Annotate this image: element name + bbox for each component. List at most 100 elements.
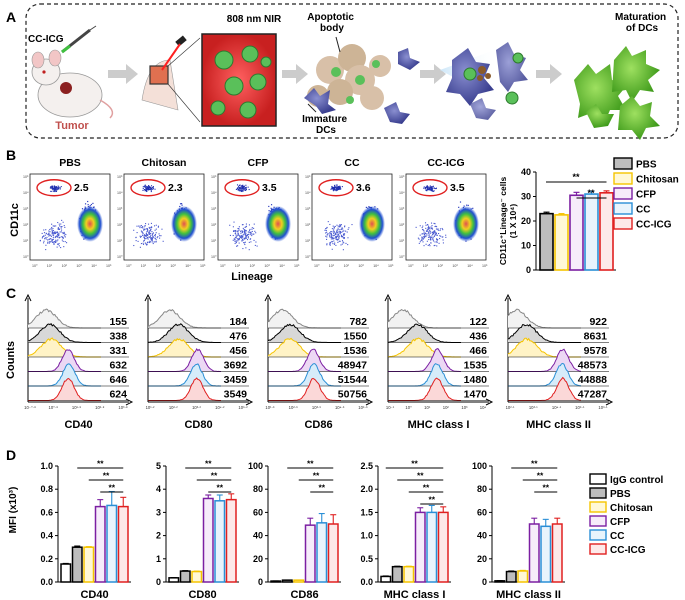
event-dot <box>427 236 430 238</box>
event-dot <box>241 237 243 239</box>
bar <box>179 570 191 583</box>
event-dot <box>245 187 247 189</box>
gate-ellipse <box>130 179 166 197</box>
event-dot <box>239 235 241 237</box>
event-dot <box>335 238 337 240</box>
event-dot <box>139 236 142 238</box>
event-dot <box>245 234 247 236</box>
axis-tick-label: 10³ <box>211 207 217 211</box>
mfi-value: 48947 <box>338 360 367 372</box>
event-dot <box>147 235 149 237</box>
axis-tick-label: 10² <box>211 223 217 227</box>
event-dot <box>143 239 145 242</box>
event-dot <box>339 185 341 187</box>
axis-tick-label: 10⁰ <box>305 255 311 259</box>
mfi-chart-xlabel: CD40 <box>80 589 108 600</box>
axis-tick-label: 10²·¹ <box>506 405 515 410</box>
event-dot <box>145 236 147 238</box>
axis-tick-label: 10¹·² <box>146 405 155 410</box>
event-dot <box>142 225 144 228</box>
event-dot <box>240 187 242 189</box>
event-dot <box>234 230 236 232</box>
axis-tick-label: 10²·⁶ <box>289 405 298 410</box>
event-dot <box>425 230 427 232</box>
event-dot <box>147 188 149 190</box>
axis-tick-label: 10⁰ <box>32 264 38 268</box>
event-dot <box>329 232 331 234</box>
event-dot <box>158 233 160 235</box>
bar <box>327 523 339 583</box>
event-dot <box>144 190 146 192</box>
event-dot <box>244 226 246 228</box>
event-dot <box>254 230 256 232</box>
event-dot <box>424 188 426 190</box>
event-dot <box>329 234 331 236</box>
y-tick-label: 40 <box>477 531 487 541</box>
event-dot <box>54 190 56 192</box>
event-dot <box>248 249 250 251</box>
event-dot <box>148 233 150 235</box>
event-dot <box>151 238 153 240</box>
axis-tick-label: 10⁵ <box>482 264 488 268</box>
event-dot <box>57 228 59 230</box>
event-dot <box>431 227 433 229</box>
event-dot <box>53 190 55 193</box>
event-dot <box>135 237 137 239</box>
significance-label: ** <box>211 471 218 481</box>
event-dot <box>63 225 65 227</box>
event-dot <box>44 238 46 240</box>
event-dot <box>325 235 327 237</box>
event-dot <box>229 224 231 226</box>
significance-label: ** <box>205 459 212 469</box>
histogram-fill <box>388 378 461 401</box>
event-dot <box>253 239 255 241</box>
event-dot <box>45 244 47 246</box>
histogram-fill <box>148 338 221 357</box>
event-dot <box>145 243 147 245</box>
event-dot <box>146 243 148 245</box>
event-dot <box>54 241 56 243</box>
gate-ellipse <box>412 179 448 197</box>
legend-label: Chitosan <box>610 503 653 514</box>
cd11c-axis-label: CD11c <box>9 203 21 237</box>
event-dot <box>57 228 59 231</box>
density-hotspot <box>265 205 291 242</box>
event-dot <box>431 187 433 189</box>
event-dot <box>343 237 345 240</box>
event-dot <box>133 244 135 247</box>
event-dot <box>434 241 436 243</box>
legend-label: CC <box>636 205 650 216</box>
event-dot <box>437 229 439 231</box>
event-dot <box>351 224 353 226</box>
event-dot <box>241 239 243 241</box>
axis-tick-label: 10⁴ <box>467 264 473 268</box>
y-tick-label: 20 <box>253 554 263 564</box>
event-dot <box>425 187 427 189</box>
event-dot <box>51 241 53 243</box>
event-dot <box>144 186 146 188</box>
event-dot <box>248 229 251 231</box>
event-dot <box>431 228 434 230</box>
y-tick-label: 0 <box>258 577 263 587</box>
event-dot <box>51 223 53 225</box>
mfi-value: 1536 <box>344 345 368 357</box>
y-tick-label: 1 <box>156 554 161 564</box>
event-dot <box>147 186 149 188</box>
event-dot <box>145 189 147 191</box>
event-dot <box>51 226 53 229</box>
axis-tick-label: 10⁴·⁶ <box>335 405 345 410</box>
axis-tick-label: 10⁵ <box>23 175 29 179</box>
event-dot <box>61 236 64 238</box>
event-dot <box>270 207 272 209</box>
event-dot <box>45 238 47 240</box>
event-dot <box>241 224 243 226</box>
dc-uptake-illustration <box>440 42 528 120</box>
dot-plot-title: CFP <box>248 157 269 169</box>
mature-dc-illustration <box>574 46 660 140</box>
event-dot <box>179 205 181 208</box>
histogram-line <box>148 363 221 387</box>
event-dot <box>336 230 338 232</box>
event-dot <box>466 204 468 206</box>
legend-swatch <box>589 543 607 555</box>
event-dot <box>365 206 367 209</box>
